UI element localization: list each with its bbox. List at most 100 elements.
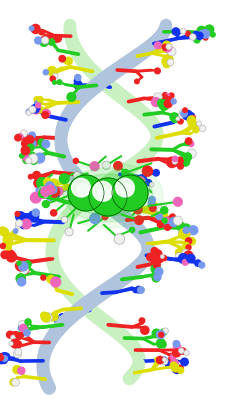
Circle shape [167,157,177,168]
Circle shape [1,357,7,364]
Circle shape [134,205,142,214]
Circle shape [16,220,23,227]
Circle shape [163,60,170,68]
Circle shape [135,216,143,224]
Circle shape [172,156,178,162]
Circle shape [7,331,13,338]
Circle shape [184,251,193,260]
Circle shape [39,188,46,194]
Circle shape [75,74,81,80]
Circle shape [135,79,139,84]
Circle shape [12,378,19,386]
Circle shape [183,156,189,162]
Circle shape [148,200,155,207]
Circle shape [169,93,174,98]
Circle shape [183,153,192,161]
Circle shape [171,362,177,368]
Circle shape [0,353,8,361]
Circle shape [178,367,184,373]
Circle shape [201,30,210,38]
Circle shape [157,208,162,213]
Circle shape [38,139,45,146]
Circle shape [17,261,21,265]
Circle shape [181,358,188,366]
Circle shape [21,146,30,155]
Circle shape [63,58,68,63]
Circle shape [188,238,195,245]
Circle shape [22,214,31,222]
Circle shape [155,268,163,276]
Circle shape [185,110,191,116]
Circle shape [28,140,36,148]
Circle shape [45,184,55,194]
Circle shape [121,184,134,197]
Circle shape [46,191,51,195]
Circle shape [16,333,20,337]
Circle shape [179,111,186,119]
Circle shape [185,238,192,244]
Circle shape [49,317,54,321]
Circle shape [160,329,166,336]
Circle shape [172,361,177,366]
Circle shape [170,354,176,360]
Circle shape [176,248,184,256]
Circle shape [46,192,55,200]
Circle shape [77,184,90,197]
Circle shape [33,171,41,179]
Circle shape [205,25,214,34]
Circle shape [188,118,195,125]
Circle shape [74,81,82,89]
Circle shape [25,319,31,325]
Circle shape [33,105,37,109]
Circle shape [19,332,24,337]
Circle shape [141,326,149,334]
Circle shape [0,354,3,360]
Circle shape [41,187,50,196]
Circle shape [98,188,112,201]
Circle shape [152,98,160,106]
Circle shape [170,113,179,122]
Circle shape [185,141,190,146]
Circle shape [179,348,184,354]
Circle shape [167,49,174,56]
Circle shape [161,207,168,214]
Circle shape [178,254,188,264]
Circle shape [154,254,163,263]
Circle shape [165,94,170,98]
Circle shape [153,170,159,176]
Circle shape [0,355,3,360]
Circle shape [156,356,164,364]
Circle shape [175,252,182,260]
Circle shape [42,200,49,208]
Circle shape [40,38,48,46]
Circle shape [16,261,26,271]
Circle shape [90,162,99,171]
Circle shape [44,178,52,186]
Circle shape [156,330,164,339]
Circle shape [11,332,20,341]
Circle shape [23,268,29,274]
Circle shape [34,178,44,188]
Circle shape [51,192,58,198]
Circle shape [150,205,156,212]
Circle shape [11,339,20,348]
Circle shape [48,181,55,188]
Circle shape [67,93,76,101]
Circle shape [146,180,152,186]
Circle shape [173,365,180,372]
Circle shape [139,318,145,323]
Circle shape [6,250,15,259]
Circle shape [14,332,19,337]
Circle shape [173,344,181,351]
Circle shape [14,341,22,348]
Circle shape [30,192,41,203]
Circle shape [159,100,169,110]
Circle shape [2,241,11,249]
Circle shape [179,109,186,116]
Circle shape [112,175,148,211]
Circle shape [39,30,44,35]
Circle shape [156,212,164,220]
Circle shape [160,254,164,258]
Circle shape [33,108,39,114]
Circle shape [195,260,201,266]
